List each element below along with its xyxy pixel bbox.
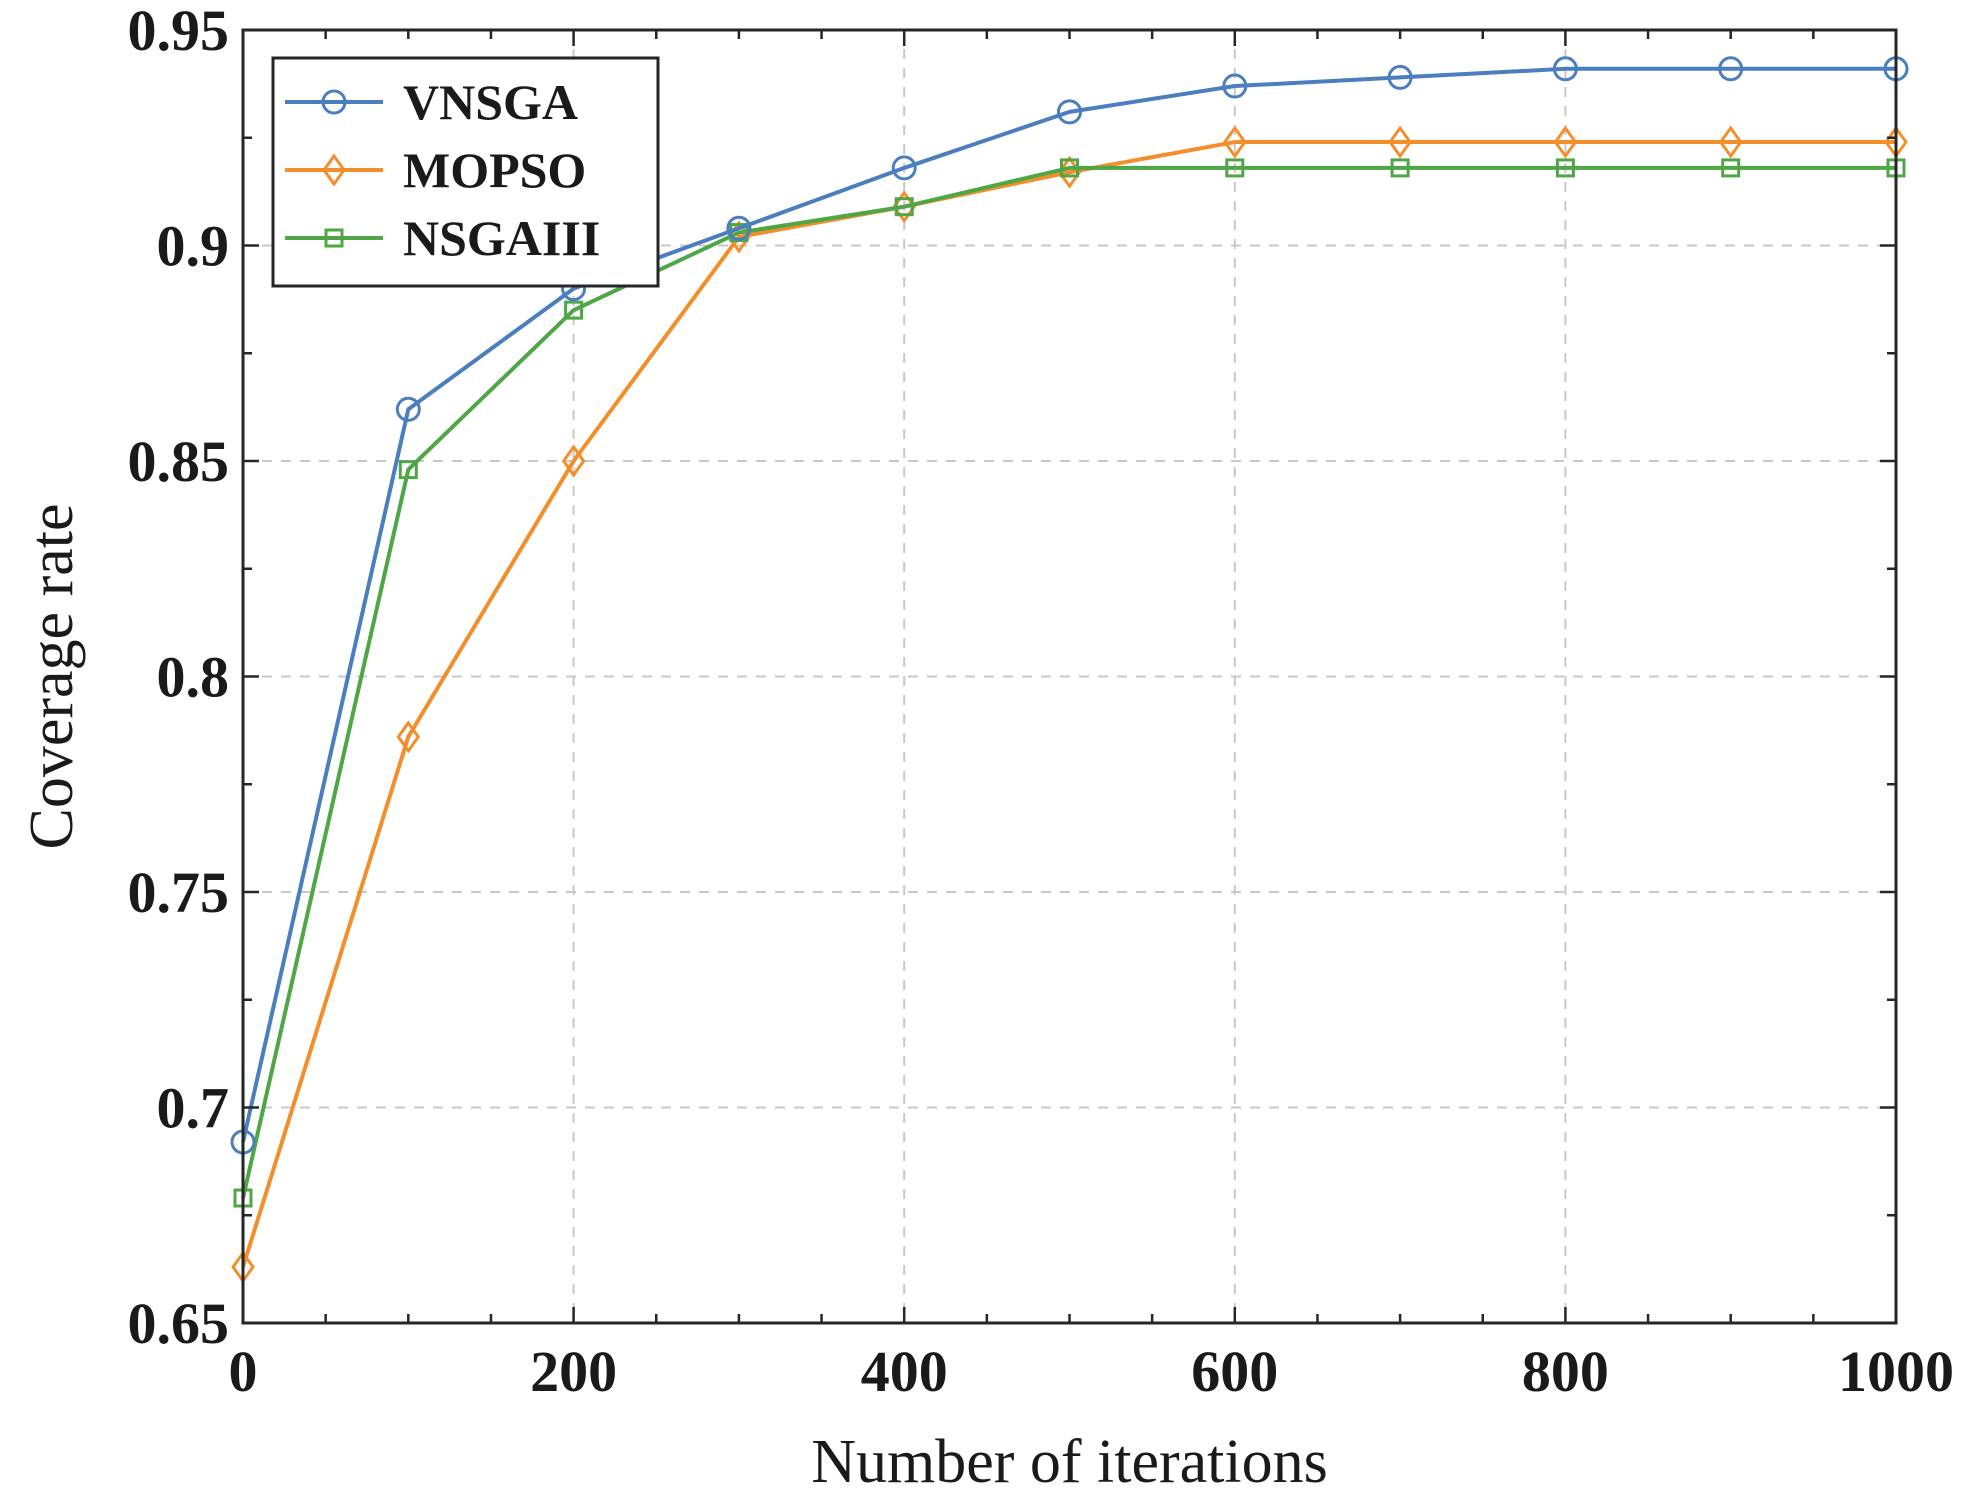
data-point-mopso (1718, 125, 1743, 159)
y-tick-label: 0.9 (157, 214, 230, 279)
legend-label: VNSGA (403, 74, 578, 130)
series-line-mopso (241, 140, 1896, 1268)
y-tick-label: 0.75 (128, 860, 230, 925)
legend-label: NSGAIII (403, 210, 600, 266)
legend: VNSGA MOPSO NSGAIII (271, 56, 660, 288)
x-tick-label: 400 (861, 1339, 948, 1404)
data-point-vnsga (395, 396, 421, 422)
y-tick-label: 0.7 (157, 1076, 230, 1141)
data-point-nsgaiii (1721, 158, 1741, 178)
data-point-mopso (396, 720, 421, 754)
x-axis-title: Number of iterations (811, 1428, 1328, 1494)
data-point-mopso (1553, 125, 1578, 159)
y-tick-label: 0.95 (128, 0, 230, 63)
data-point-vnsga (1387, 64, 1413, 90)
x-tick-label: 600 (1191, 1339, 1278, 1404)
data-point-mopso (561, 444, 586, 478)
series-vnsga (230, 56, 1909, 1155)
series-layer (230, 56, 1909, 1284)
data-point-nsgaiii (1555, 158, 1575, 178)
data-point-vnsga (1552, 56, 1578, 82)
legend-item-mopso: MOPSO (285, 142, 586, 198)
x-tick-label: 1000 (1838, 1339, 1954, 1404)
y-axis-title: Coverage rate (18, 504, 86, 850)
data-point-vnsga (1718, 56, 1744, 82)
x-tick-label: 0 (229, 1339, 258, 1404)
series-line-nsgaiii (241, 165, 1896, 1199)
axis-ticks (241, 28, 1898, 1325)
data-point-vnsga (726, 215, 752, 241)
legend-marker-square (324, 228, 344, 248)
data-point-nsgaiii (1060, 158, 1079, 178)
legend-marker-circle (321, 89, 347, 115)
series-line-vnsga (241, 66, 1896, 1143)
data-point-vnsga (1222, 73, 1248, 99)
y-tick-label: 0.8 (157, 645, 230, 710)
x-tick-label: 200 (530, 1339, 617, 1404)
data-point-nsgaiii (564, 300, 584, 320)
data-point-nsgaiii (1225, 158, 1245, 178)
tick-labels: 0 200 400 600 800 1000 0.65 0.7 0.75 0.8 0.85 0.9 0.… (128, 0, 1955, 1404)
legend-item-nsgaiii: NSGAIII (285, 210, 600, 266)
data-point-vnsga (891, 155, 917, 181)
legend-item-vnsga: VNSGA (285, 74, 578, 130)
x-tick-label: 800 (1522, 1339, 1609, 1404)
data-point-vnsga (1057, 99, 1082, 125)
data-point-mopso (1388, 125, 1412, 159)
data-point-nsgaiii (894, 197, 914, 217)
data-point-nsgaiii (1390, 158, 1410, 178)
legend-marker-diamond (322, 153, 346, 187)
data-point-mopso (1222, 125, 1247, 159)
y-tick-label: 0.85 (128, 429, 230, 494)
legend-label: MOPSO (403, 142, 586, 198)
y-tick-label: 0.65 (128, 1291, 230, 1356)
data-point-nsgaiii (398, 460, 418, 480)
